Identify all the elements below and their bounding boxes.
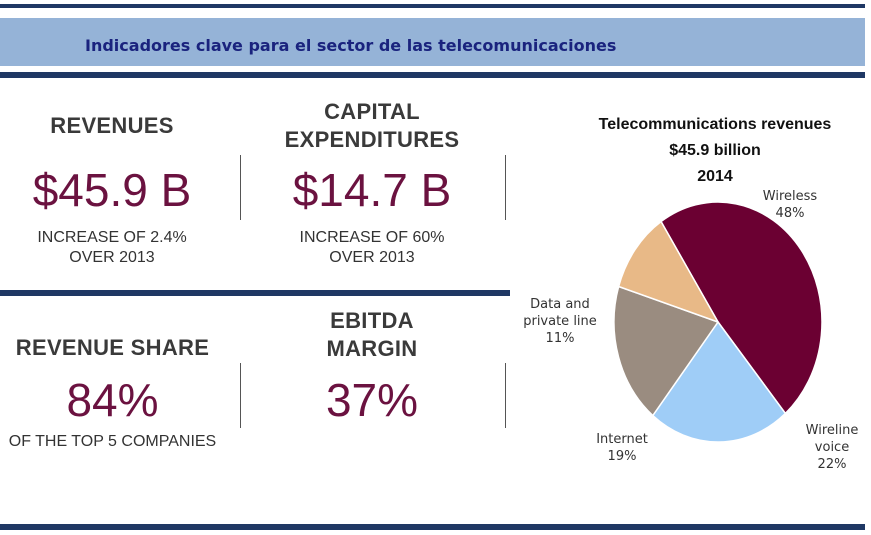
ebitda-value: 37%	[325, 374, 419, 426]
capex-label-line-2: EXPENDITURES	[284, 127, 460, 152]
pie-slice-internet	[613, 285, 720, 417]
pie-slice-wireless	[660, 201, 823, 415]
separator-bottom-right	[505, 363, 506, 428]
pie-label-wireless: Wireless 48%	[763, 189, 818, 221]
pie-label-wireline-voice: Wireline voice 22%	[806, 423, 859, 472]
separator-top-left	[240, 155, 241, 220]
capex-value: $14.7 B	[292, 164, 452, 216]
revenue-share-value: 84%	[66, 374, 159, 426]
bottom-rule	[0, 524, 865, 530]
revenues-label: REVENUES	[50, 113, 174, 138]
banner-bottom-rule	[0, 72, 865, 78]
middle-rule	[0, 290, 510, 296]
pie-slice-data-and-private-line	[617, 220, 720, 324]
separator-bottom-left	[240, 363, 241, 428]
ebitda-label-line-1: EBITDA	[330, 308, 414, 333]
capex-sub-line-1: INCREASE OF 60%	[299, 229, 445, 246]
pie-label-data-and-private-line: Data and private line 11%	[523, 297, 597, 346]
header-banner	[0, 18, 865, 66]
revenue-share-label: REVENUE SHARE	[15, 335, 210, 360]
capex-label-line-1: CAPITAL	[324, 99, 420, 124]
chart-title-line-1: Telecommunications revenues	[598, 116, 832, 133]
capex-sub-line-2: OVER 2013	[329, 249, 415, 266]
revenue-share-sub: OF THE TOP 5 COMPANIES	[8, 433, 217, 450]
top-rule	[0, 4, 865, 8]
chart-title: Telecommunications revenues $45.9 billio…	[590, 112, 840, 190]
revenues-value: $45.9 B	[32, 164, 192, 216]
pie-slice-wireline-voice	[651, 320, 787, 443]
separator-top-right	[505, 155, 506, 220]
pie-label-internet: Internet 19%	[596, 432, 648, 464]
chart-title-line-3: 2014	[697, 168, 733, 185]
revenues-sub-line-2: OVER 2013	[69, 249, 155, 266]
page-title: Indicadores clave para el sector de las …	[85, 36, 617, 55]
chart-title-line-2: $45.9 billion	[669, 142, 761, 159]
ebitda-label-line-2: MARGIN	[326, 336, 418, 361]
revenues-sub-line-1: INCREASE OF 2.4%	[37, 229, 187, 246]
